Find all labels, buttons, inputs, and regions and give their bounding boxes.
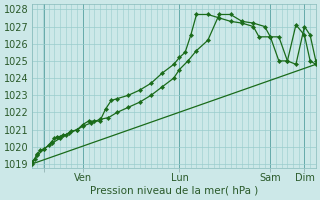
X-axis label: Pression niveau de la mer( hPa ): Pression niveau de la mer( hPa ) — [90, 186, 258, 196]
